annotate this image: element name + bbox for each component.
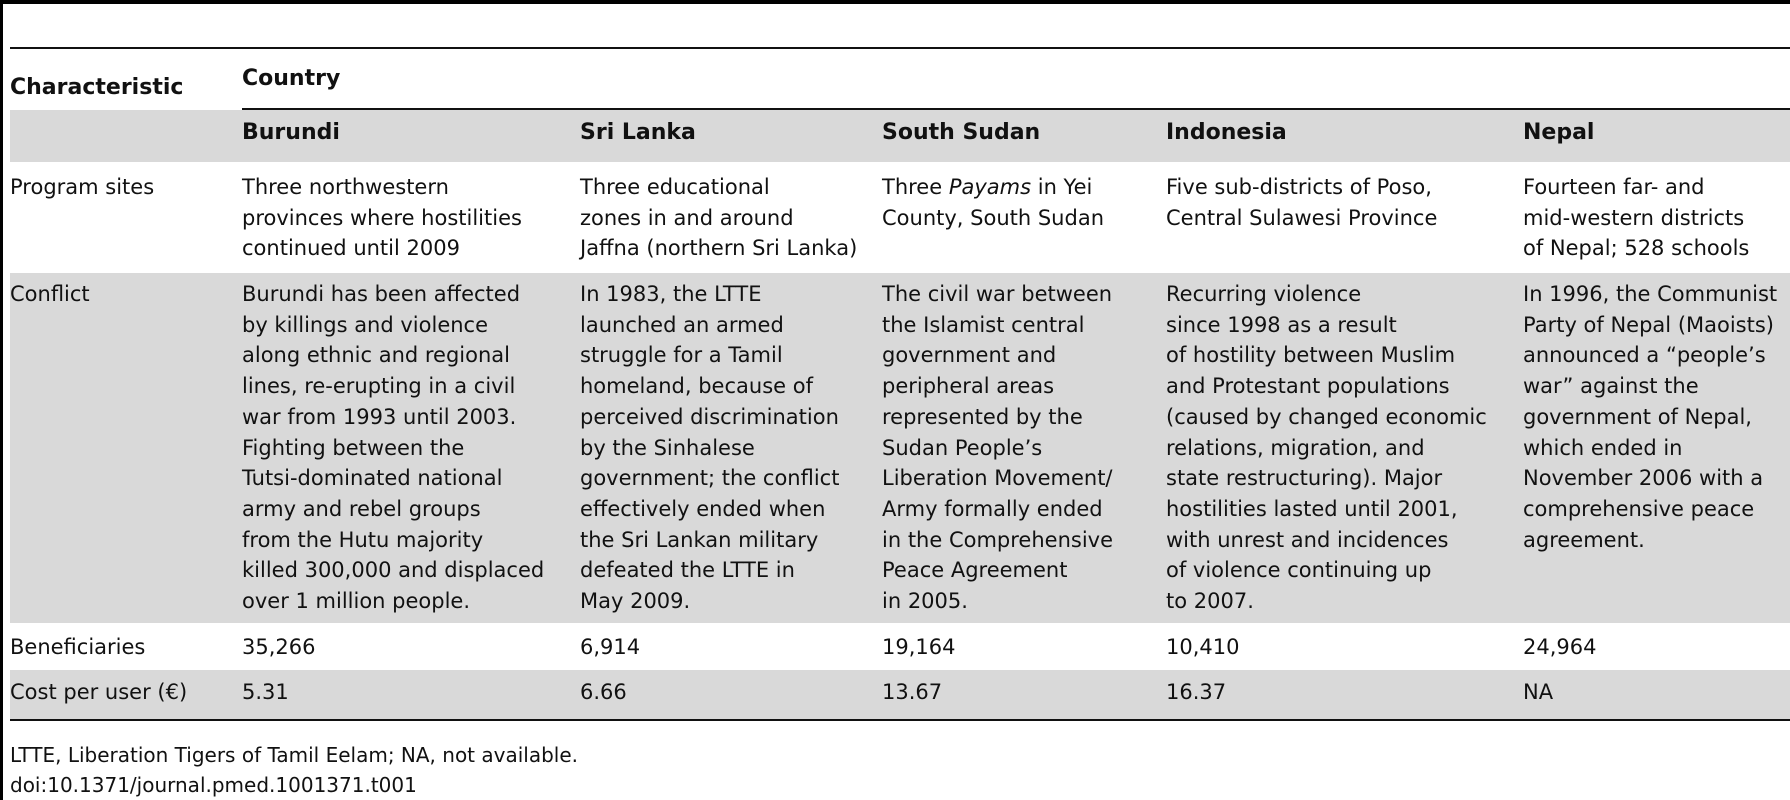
cell-conflict-south-sudan: The civil war between the Islamist centr… — [882, 282, 1114, 614]
cell-program-sites-nepal: Fourteen far- and mid-western districts … — [1523, 175, 1750, 261]
cell-beneficiaries-sri-lanka: 6,914 — [580, 635, 641, 659]
cell-beneficiaries-indonesia: 10,410 — [1166, 635, 1240, 659]
column-header-burundi: Burundi — [242, 120, 340, 145]
column-header-indonesia: Indonesia — [1166, 120, 1287, 145]
cell-beneficiaries-burundi: 35,266 — [242, 635, 316, 659]
top-border — [0, 0, 1790, 4]
column-header-south-sudan: South Sudan — [882, 120, 1041, 145]
table-bottom-rule — [10, 719, 1790, 721]
row-label-cost-per-user: Cost per user (€) — [10, 680, 188, 704]
cell-cost-indonesia: 16.37 — [1166, 680, 1227, 704]
row-label-beneficiaries: Beneficiaries — [10, 635, 146, 659]
row-band-cost — [10, 670, 1790, 720]
left-border — [0, 0, 3, 800]
table-doi: doi:10.1371/journal.pmed.1001371.t001 — [10, 773, 417, 797]
cell-beneficiaries-nepal: 24,964 — [1523, 635, 1597, 659]
row-label-conflict: Conflict — [10, 282, 90, 306]
column-header-band — [10, 110, 1790, 162]
cell-conflict-burundi: Burundi has been affected by killings an… — [242, 282, 545, 614]
cell-program-sites-indonesia: Five sub-districts of Poso, Central Sula… — [1166, 175, 1438, 230]
cell-program-sites-south-sudan: Three Payams in Yei County, South Sudan — [882, 172, 1104, 233]
payams-term: Payams — [948, 175, 1032, 199]
cell-cost-burundi: 5.31 — [242, 680, 289, 704]
cell-conflict-nepal: In 1996, the Communist Party of Nepal (M… — [1523, 282, 1778, 552]
cell-conflict-sri-lanka: In 1983, the LTTE launched an armed stru… — [580, 282, 840, 614]
cell-cost-south-sudan: 13.67 — [882, 680, 943, 704]
payams-suffix: in Yei County, South Sudan — [882, 175, 1104, 230]
row-label-program-sites: Program sites — [10, 175, 155, 199]
header-top-rule — [10, 47, 1790, 49]
cell-cost-sri-lanka: 6.66 — [580, 680, 627, 704]
payams-prefix: Three — [882, 175, 949, 199]
column-header-nepal: Nepal — [1523, 120, 1595, 145]
cell-program-sites-sri-lanka: Three educational zones in and around Ja… — [580, 175, 858, 261]
cell-beneficiaries-south-sudan: 19,164 — [882, 635, 956, 659]
table-footnote: LTTE, Liberation Tigers of Tamil Eelam; … — [10, 743, 579, 767]
column-header-sri-lanka: Sri Lanka — [580, 120, 696, 145]
cell-program-sites-burundi: Three northwestern provinces where hosti… — [242, 175, 522, 261]
row-band-conflict — [10, 273, 1790, 623]
stub-header: Characteristic — [10, 75, 184, 100]
cell-cost-nepal: NA — [1523, 680, 1554, 704]
group-header-rule — [242, 108, 1790, 110]
cell-conflict-indonesia: Recurring violence since 1998 as a resul… — [1166, 282, 1487, 614]
group-header: Country — [242, 66, 341, 91]
